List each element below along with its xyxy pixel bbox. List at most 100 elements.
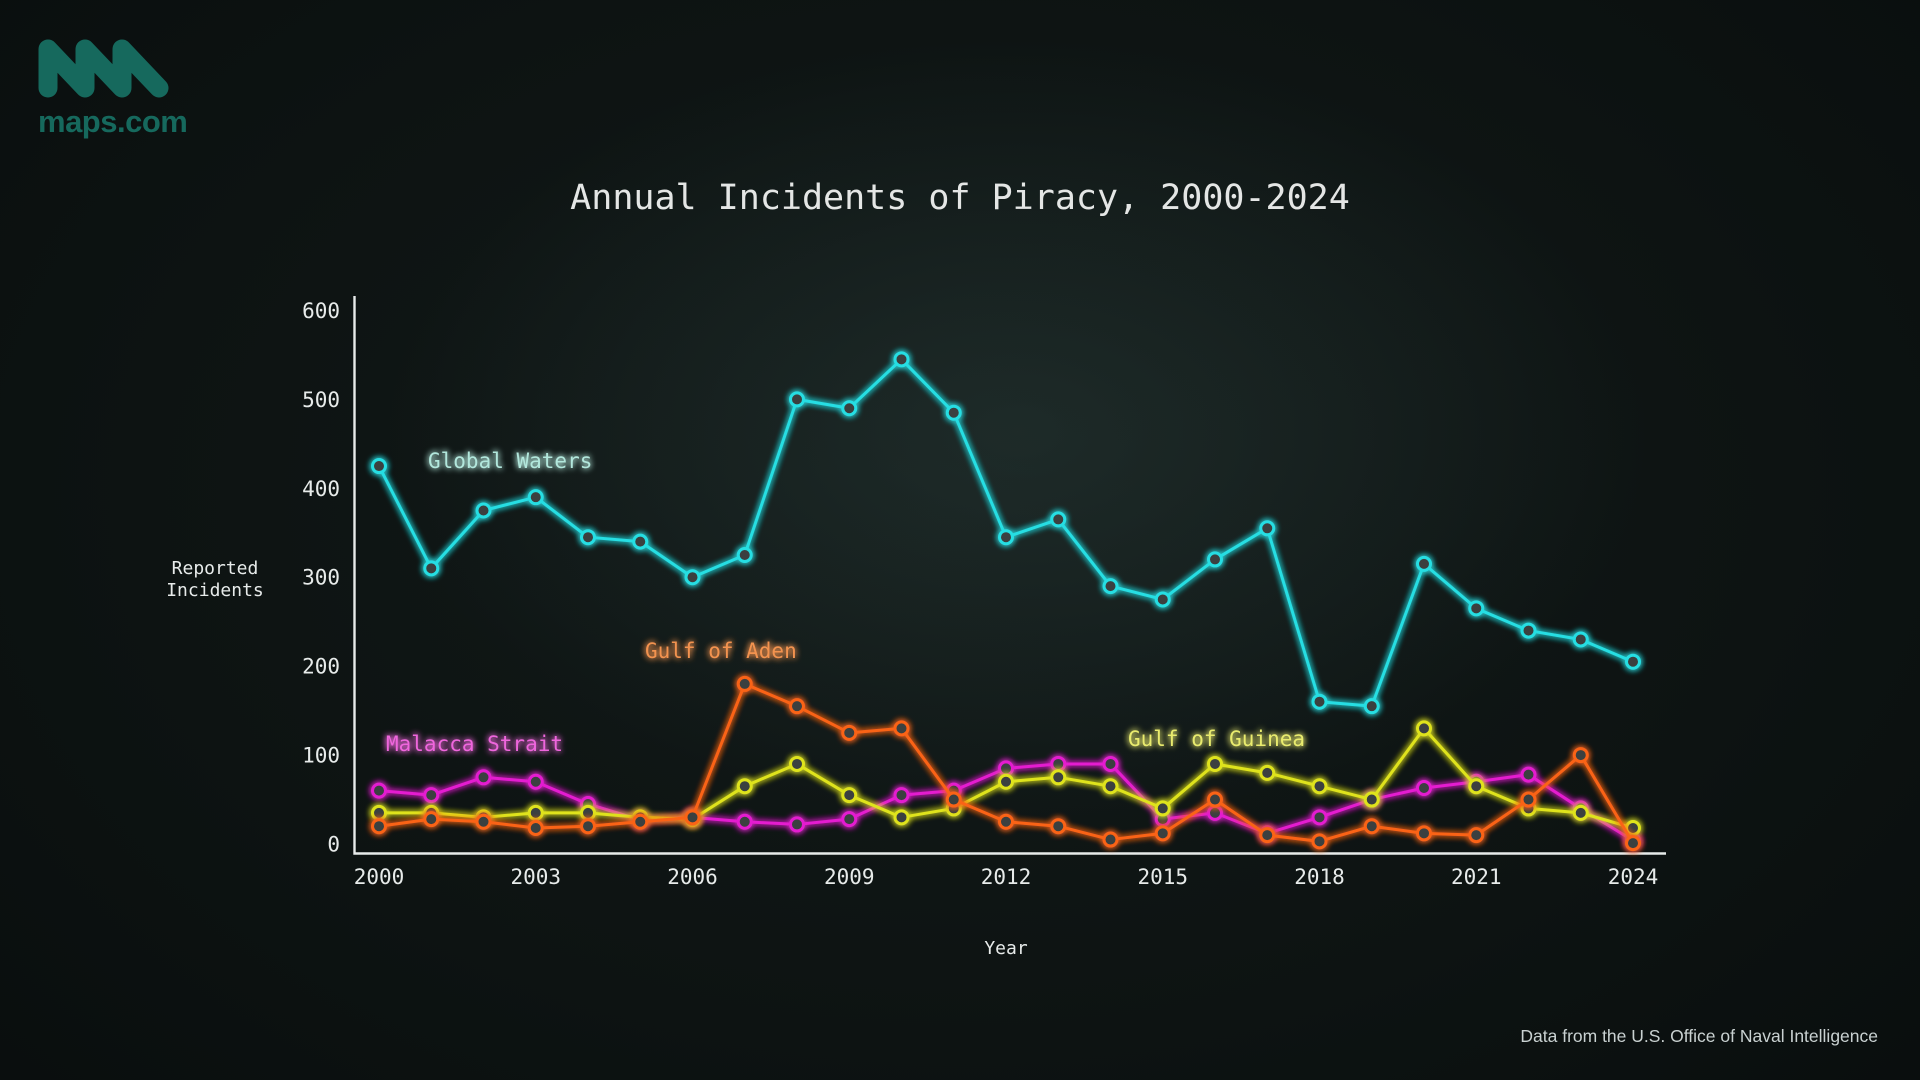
data-point-gulf-of-aden-2005	[632, 813, 649, 830]
x-tick-label-2018: 2018	[1294, 865, 1345, 889]
data-point-gulf-of-guinea-2009	[841, 787, 858, 804]
data-point-global-waters-2022	[1520, 622, 1537, 639]
data-point-gulf-of-guinea-2020	[1416, 720, 1432, 737]
data-point-gulf-of-aden-2014	[1102, 831, 1119, 848]
data-point-gulf-of-aden-2011	[945, 791, 962, 808]
data-point-global-waters-2006	[684, 569, 701, 586]
data-point-gulf-of-aden-2007	[736, 675, 753, 692]
data-point-gulf-of-aden-2024	[1625, 835, 1641, 852]
data-point-gulf-of-aden-2012	[998, 813, 1014, 830]
data-point-global-waters-2018	[1311, 693, 1328, 710]
series-label-global-waters: Global Waters	[428, 449, 592, 473]
data-point-malacca-strait-2014	[1102, 755, 1119, 772]
data-point-gulf-of-aden-2019	[1363, 818, 1380, 835]
data-point-gulf-of-aden-2022	[1520, 791, 1537, 808]
data-point-malacca-strait-2013	[1050, 755, 1067, 772]
data-point-global-waters-2012	[998, 529, 1014, 546]
data-point-gulf-of-aden-2020	[1416, 825, 1432, 842]
data-point-global-waters-2014	[1102, 578, 1119, 595]
data-point-global-waters-2023	[1572, 631, 1589, 648]
attribution-text: Data from the U.S. Office of Naval Intel…	[1520, 1026, 1878, 1046]
data-point-malacca-strait-2007	[736, 813, 753, 830]
data-point-gulf-of-aden-2017	[1259, 827, 1276, 844]
series-label-malacca-strait: Malacca Strait	[386, 732, 563, 756]
data-point-global-waters-2013	[1050, 511, 1067, 528]
x-tick-label-2000: 2000	[354, 865, 405, 889]
data-point-global-waters-2011	[945, 404, 962, 421]
data-point-gulf-of-aden-2010	[893, 720, 910, 737]
mapscom-logo-mark	[38, 39, 169, 98]
x-axis-label: Year	[984, 938, 1028, 959]
data-point-malacca-strait-2008	[789, 816, 805, 833]
x-tick-label-2006: 2006	[667, 865, 718, 889]
data-point-gulf-of-guinea-2017	[1259, 764, 1276, 781]
mapscom-logo-text: maps.com	[38, 104, 188, 139]
data-point-malacca-strait-2003	[527, 773, 544, 790]
data-point-gulf-of-guinea-2013	[1050, 769, 1067, 786]
data-point-gulf-of-aden-2002	[475, 813, 492, 830]
y-tick-label-200: 200	[302, 655, 340, 679]
data-point-gulf-of-aden-2016	[1207, 791, 1223, 808]
data-point-gulf-of-guinea-2007	[736, 778, 753, 795]
data-point-gulf-of-guinea-2018	[1311, 778, 1328, 795]
data-point-global-waters-2003	[527, 489, 544, 506]
data-point-global-waters-2020	[1416, 555, 1432, 572]
data-point-gulf-of-aden-2013	[1050, 818, 1067, 835]
x-tick-label-2024: 2024	[1608, 865, 1659, 889]
data-point-global-waters-2009	[841, 400, 858, 417]
data-point-malacca-strait-2000	[371, 782, 387, 799]
y-tick-label-100: 100	[302, 744, 340, 768]
data-point-gulf-of-guinea-2008	[789, 755, 805, 772]
mapscom-logo: maps.com	[38, 34, 188, 140]
data-point-global-waters-2010	[893, 351, 910, 368]
data-point-global-waters-2015	[1154, 591, 1171, 608]
data-point-gulf-of-aden-2004	[580, 818, 596, 835]
data-point-malacca-strait-2012	[998, 760, 1014, 777]
axes-spines	[353, 296, 1666, 855]
data-point-malacca-strait-2009	[841, 811, 858, 828]
data-point-gulf-of-aden-2003	[527, 819, 544, 836]
data-point-gulf-of-guinea-2000	[371, 804, 387, 821]
y-tick-label-300: 300	[302, 566, 340, 590]
data-point-malacca-strait-2010	[893, 787, 910, 804]
y-axis-label: Incidents	[166, 580, 264, 601]
data-point-gulf-of-guinea-2012	[998, 773, 1014, 790]
x-tick-label-2009: 2009	[824, 865, 875, 889]
data-point-malacca-strait-2002	[475, 769, 492, 786]
data-point-global-waters-2019	[1363, 698, 1380, 715]
data-point-malacca-strait-2022	[1520, 766, 1537, 783]
x-tick-label-2003: 2003	[510, 865, 561, 889]
y-tick-label-500: 500	[302, 388, 340, 412]
data-point-gulf-of-guinea-2021	[1468, 778, 1485, 795]
series-gulf-of-guinea: Gulf of Guinea	[371, 720, 1641, 836]
data-point-global-waters-2004	[580, 529, 596, 546]
y-tick-label-400: 400	[302, 477, 340, 501]
data-point-gulf-of-aden-2023	[1572, 747, 1589, 764]
data-point-gulf-of-guinea-2015	[1154, 800, 1171, 817]
series-label-gulf-of-aden: Gulf of Aden	[645, 639, 797, 663]
data-point-global-waters-2016	[1207, 551, 1223, 568]
data-point-gulf-of-guinea-2010	[893, 809, 910, 826]
data-point-global-waters-2017	[1259, 520, 1276, 537]
y-tick-label-0: 0	[327, 833, 340, 857]
data-point-global-waters-2000	[371, 458, 387, 475]
data-point-global-waters-2008	[789, 391, 805, 408]
data-point-global-waters-2021	[1468, 600, 1485, 617]
data-point-malacca-strait-2001	[423, 787, 440, 804]
data-point-gulf-of-guinea-2024	[1625, 819, 1641, 836]
data-point-gulf-of-guinea-2023	[1572, 804, 1589, 821]
y-tick-label-600: 600	[302, 299, 340, 323]
data-point-global-waters-2002	[475, 502, 492, 519]
data-point-gulf-of-guinea-2004	[580, 804, 596, 821]
data-point-gulf-of-guinea-2014	[1102, 778, 1119, 795]
x-tick-label-2021: 2021	[1451, 865, 1502, 889]
data-point-gulf-of-guinea-2019	[1363, 791, 1380, 808]
data-point-gulf-of-aden-2018	[1311, 833, 1328, 850]
data-point-gulf-of-aden-2000	[371, 818, 387, 835]
data-point-gulf-of-aden-2008	[789, 698, 805, 715]
data-point-malacca-strait-2018	[1311, 809, 1328, 826]
series-global-waters: Global Waters	[371, 351, 1641, 715]
data-point-malacca-strait-2016	[1207, 804, 1223, 821]
